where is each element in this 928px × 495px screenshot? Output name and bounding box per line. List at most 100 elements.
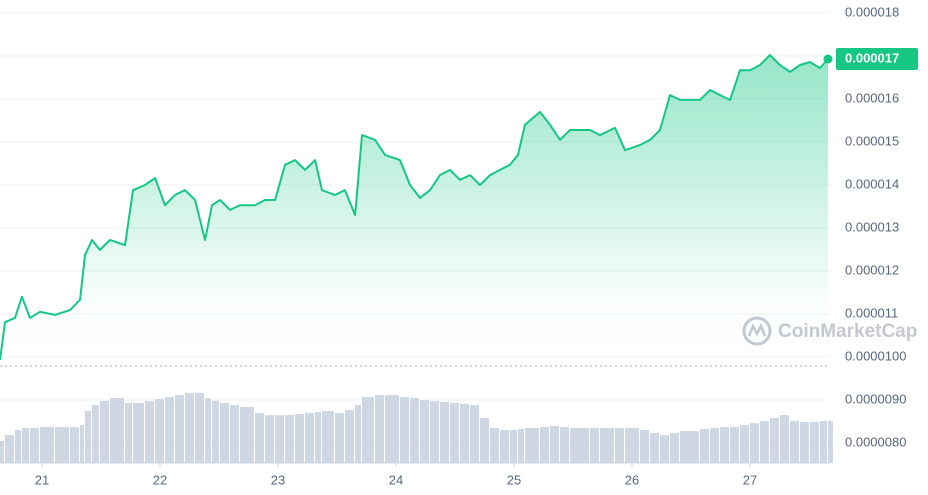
volume-bar: [99, 401, 109, 463]
volume-bar: [375, 395, 385, 463]
volume-bar: [524, 428, 539, 463]
volume-bar: [828, 421, 833, 463]
price-area: [0, 55, 828, 366]
y-tick-label: 0.0000090: [845, 391, 906, 406]
last-point: [823, 54, 833, 64]
volume-bar: [589, 428, 600, 463]
volume-bar: [69, 427, 80, 463]
y-tick-label: 0.000018: [845, 4, 899, 19]
y-tick-label: 0.000012: [845, 262, 899, 277]
volume-bar: [14, 430, 21, 463]
volume-bar: [790, 421, 800, 463]
volume-bar: [204, 398, 212, 463]
volume-bar: [600, 428, 615, 463]
y-tick-label: 0.000015: [845, 133, 899, 148]
volume-bar: [185, 393, 195, 463]
volume-bar: [469, 405, 480, 463]
volume-bar: [720, 427, 730, 463]
volume-bar: [229, 405, 240, 463]
x-tick-label: 23: [271, 472, 285, 487]
volume-bar: [480, 418, 490, 463]
x-tick-label: 24: [389, 472, 403, 487]
plot: [0, 54, 833, 366]
volume-bar: [84, 411, 92, 463]
volume-bar: [429, 401, 440, 463]
volume-bar: [195, 393, 204, 463]
volume-bar: [80, 425, 84, 463]
volume-bar: [650, 433, 659, 463]
volume-bar: [450, 403, 459, 463]
volume-bar: [739, 425, 750, 463]
volume-bar: [4, 435, 14, 463]
volume-bar: [750, 423, 760, 463]
volume-bar: [459, 404, 469, 463]
watermark: CoinMarketCap: [742, 316, 917, 346]
x-tick-label: 25: [507, 472, 521, 487]
volume-bar: [124, 403, 132, 463]
volume-bar: [800, 422, 809, 463]
volume-bars: [0, 393, 833, 463]
volume-bar: [625, 428, 640, 463]
volume-bar: [334, 413, 345, 463]
volume-bar: [440, 402, 450, 463]
last-price-label: 0.000017: [845, 50, 899, 65]
volume-bar: [254, 413, 265, 463]
volume-bar: [518, 429, 524, 463]
volume-bar: [570, 428, 589, 463]
volume-bar: [275, 415, 284, 463]
volume-bar: [305, 413, 315, 463]
volume-bar: [240, 407, 254, 463]
volume-bar: [710, 428, 720, 463]
last-price-tag: [836, 47, 918, 70]
volume-bar: [345, 410, 355, 463]
volume-bar: [640, 430, 650, 463]
volume-bar: [29, 428, 40, 463]
y-tick-label: 0.000016: [845, 90, 899, 105]
volume-bar: [699, 429, 710, 463]
x-tick-label: 21: [35, 472, 49, 487]
volume-bar: [294, 414, 305, 463]
volume-bar: [174, 395, 185, 463]
y-tick-label: 0.000011: [845, 305, 898, 320]
volume-bar: [355, 405, 362, 463]
volume-bar: [760, 421, 769, 463]
y-tick-label: 0.000013: [845, 219, 899, 234]
volume-bar: [400, 397, 410, 463]
volume-bar: [499, 430, 509, 463]
volume-bar: [322, 411, 334, 463]
volume-bar: [21, 428, 29, 463]
volume-bar: [669, 433, 680, 463]
volume-bar: [0, 441, 4, 463]
volume-bar: [265, 415, 275, 463]
x-tick-label: 22: [153, 472, 167, 487]
volume-bar: [769, 418, 779, 463]
volume-bar: [615, 428, 625, 463]
volume-bar: [284, 415, 294, 463]
volume-bar: [132, 403, 145, 463]
volume-bar: [509, 430, 518, 463]
watermark-text: CoinMarketCap: [778, 321, 917, 342]
volume-bar: [410, 398, 419, 463]
volume-bar: [54, 427, 69, 463]
volume-bar: [680, 431, 699, 463]
volume-bar: [109, 398, 124, 463]
volume-bar: [155, 399, 164, 463]
volume-bar: [385, 395, 400, 463]
volume-bar: [779, 415, 790, 463]
volume-bar: [539, 427, 549, 463]
price-line: [0, 54, 829, 361]
volume-bar: [362, 397, 375, 463]
volume-bar: [490, 428, 499, 463]
volume-bar: [145, 401, 155, 463]
volume-bar: [92, 405, 99, 463]
volume-bar: [40, 427, 54, 463]
volume-bar: [315, 412, 322, 463]
volume-bar: [730, 427, 739, 463]
volume-bar: [659, 435, 669, 463]
volume-bar: [419, 400, 429, 463]
labels: 0.000018 0.000017 0.000016 0.000015 0.000014…: [0, 4, 918, 487]
volume-bar: [549, 426, 560, 463]
y-tick-label: 0.000014: [845, 176, 899, 191]
